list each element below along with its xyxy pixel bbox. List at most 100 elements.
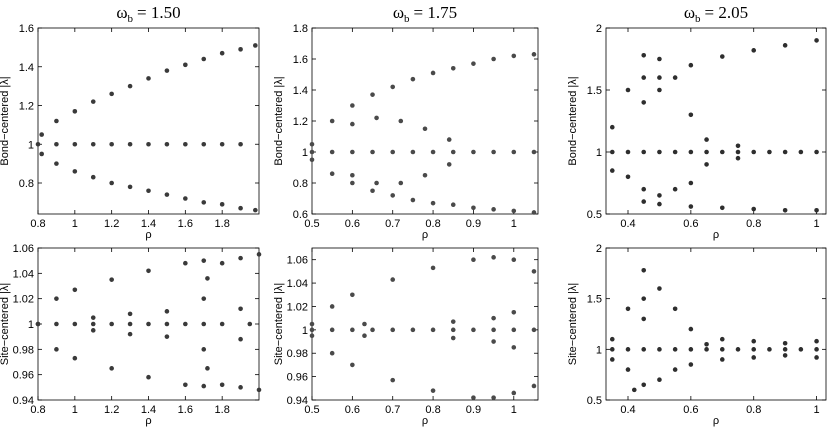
panel: 0.8 1 1.2 1.4 1.6 1.8 0.94 0.96 0.98 1 1.02 1.04 1.0…: [0, 243, 262, 427]
data-point: [72, 287, 78, 293]
data-point: [531, 269, 537, 274]
data-point: [735, 143, 741, 149]
x-axis-label: ρ: [713, 229, 719, 241]
data-point: [491, 207, 496, 212]
data-point: [688, 326, 694, 332]
data-point: [329, 171, 335, 176]
y-tick-label: 0.98: [13, 344, 34, 356]
x-tick-label: 1.4: [141, 404, 156, 416]
data-point: [238, 306, 243, 312]
data-point: [719, 149, 725, 155]
data-point: [35, 321, 41, 327]
y-tick-label: 1.02: [13, 294, 34, 306]
data-point: [657, 286, 662, 291]
data-point: [782, 347, 788, 352]
data-point: [164, 68, 170, 73]
data-point: [531, 383, 537, 389]
data-point: [657, 377, 662, 383]
y-tick-label: 0.5: [587, 395, 602, 407]
x-tick-label: 1: [814, 218, 820, 230]
x-tick-label: 1.6: [178, 218, 193, 230]
data-point: [390, 149, 396, 155]
data-point: [657, 75, 662, 80]
data-point: [782, 353, 788, 358]
panel: ωb = 1.750.5 0.6 0.7 0.8 0.9 10.60.811.21.41.6…: [273, 3, 539, 241]
data-point: [309, 333, 315, 338]
x-tick-label: 0.7: [385, 218, 400, 230]
data-point: [704, 347, 709, 352]
y-tick-label: 1.04: [287, 278, 308, 290]
title-value: = 2.05: [705, 3, 749, 22]
data-point: [814, 38, 819, 43]
data-point: [247, 321, 253, 327]
data-point: [735, 155, 741, 161]
data-point: [625, 87, 631, 93]
data-point: [609, 357, 615, 362]
data-point: [164, 192, 170, 197]
data-point: [719, 357, 725, 362]
data-point: [672, 75, 678, 80]
data-point: [735, 149, 741, 155]
data-point: [370, 92, 375, 97]
data-point: [201, 56, 207, 62]
data-point: [127, 331, 133, 337]
data-point: [751, 347, 757, 352]
data-point: [410, 197, 416, 203]
data-point: [609, 168, 615, 173]
data-point: [491, 149, 496, 155]
data-point: [641, 296, 647, 301]
x-tick-label: 0.7: [385, 404, 400, 416]
data-point: [350, 149, 355, 155]
y-tick-label: 0.96: [287, 372, 308, 384]
plot-frame: [37, 27, 260, 215]
data-point: [704, 341, 709, 347]
data-point: [657, 149, 662, 155]
data-point: [641, 186, 647, 192]
data-point: [253, 207, 258, 213]
data-point: [751, 355, 757, 360]
data-point: [422, 126, 428, 132]
title-symbol: ω: [393, 3, 404, 22]
data-point: [238, 141, 243, 147]
data-point: [127, 321, 133, 327]
data-point: [127, 141, 133, 147]
x-tick-label: 0.9: [466, 404, 481, 416]
y-tick-label: 0.94: [287, 395, 308, 407]
data-point: [370, 149, 375, 155]
data-point: [146, 268, 151, 274]
data-point: [256, 387, 262, 393]
y-tick-label: 0.96: [13, 370, 34, 382]
data-point: [256, 252, 262, 257]
data-point: [767, 347, 772, 352]
data-point: [127, 311, 133, 317]
data-point: [631, 387, 637, 393]
data-point: [688, 149, 694, 155]
data-point: [309, 321, 315, 327]
data-point: [350, 103, 355, 108]
data-point: [183, 62, 188, 68]
data-point: [511, 327, 517, 333]
data-point: [782, 43, 788, 48]
data-point: [641, 199, 647, 204]
data-point: [201, 141, 207, 147]
data-point: [704, 137, 709, 142]
data-point: [390, 193, 396, 198]
data-point: [329, 149, 335, 155]
data-point: [350, 362, 355, 368]
data-point: [814, 355, 819, 360]
y-axis-label: Site−centered |λ|: [273, 283, 285, 365]
y-tick-label: 1: [302, 147, 308, 159]
data-point: [719, 54, 725, 59]
y-axis-label: Bond−centered |λ|: [273, 76, 285, 165]
y-tick-label: 2: [596, 243, 602, 255]
y-tick-label: 2: [596, 23, 602, 35]
data-point: [410, 76, 416, 82]
x-tick-label: 0.9: [466, 218, 481, 230]
data-point: [54, 347, 59, 352]
data-point: [430, 149, 436, 155]
x-tick-label: 0.4: [620, 218, 635, 230]
y-tick-label: 1: [596, 147, 602, 159]
data-point: [374, 180, 379, 186]
